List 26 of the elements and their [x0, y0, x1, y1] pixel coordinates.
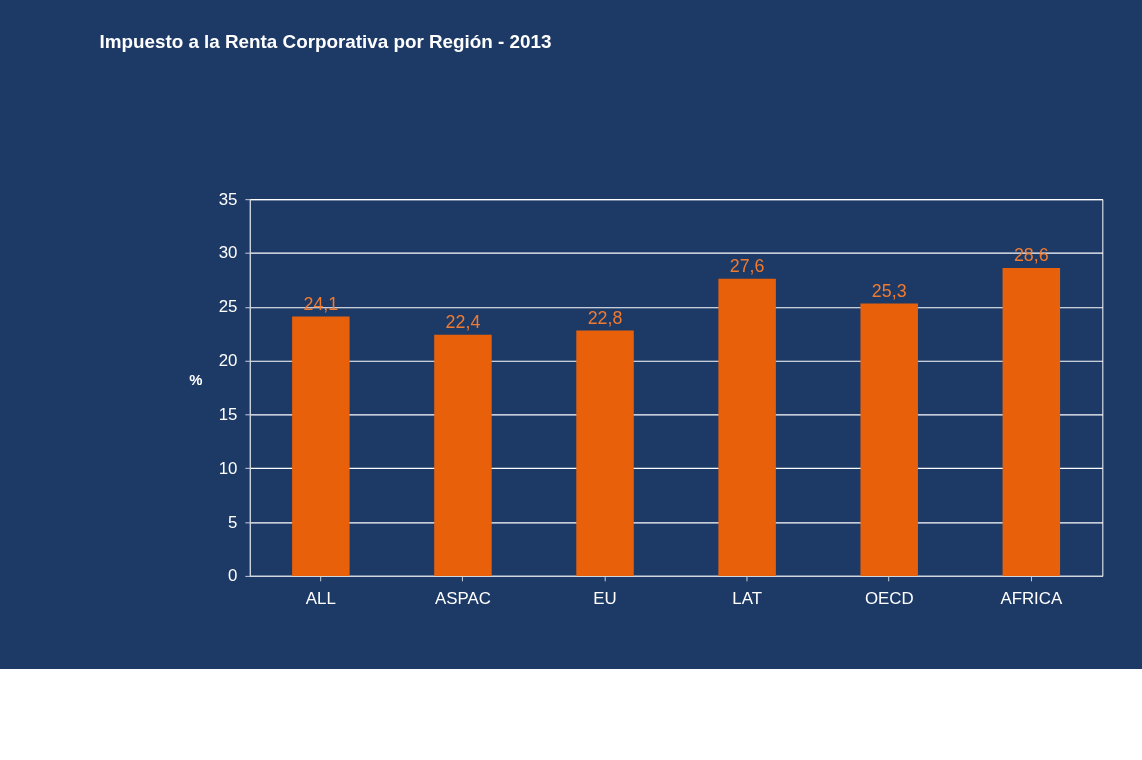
data-label: 25,3 [871, 280, 907, 301]
y-axis-title: % [189, 372, 203, 389]
data-label: 22,8 [587, 307, 623, 328]
x-tick-label: ALL [305, 589, 336, 609]
y-tick-label: 20 [218, 351, 238, 371]
x-tick-label: ASPAC [435, 589, 491, 609]
bar [860, 303, 918, 576]
chart-title: Impuesto a la Renta Corporativa por Región - 2013 [99, 30, 552, 52]
y-tick-label: 5 [228, 512, 238, 532]
y-tick-label: 35 [218, 189, 238, 209]
x-tick-label: AFRICA [1000, 589, 1063, 609]
bar [1002, 268, 1061, 576]
y-tick-label: 0 [228, 566, 238, 586]
bar [292, 316, 350, 576]
data-label: 22,4 [445, 311, 481, 332]
y-tick-label: 25 [218, 297, 238, 317]
x-tick-label: EU [593, 589, 617, 609]
bar [576, 330, 634, 576]
y-tick-label: 15 [218, 404, 238, 424]
y-tick-label: 30 [218, 243, 238, 263]
x-tick-label: OECD [864, 589, 914, 609]
bar [718, 278, 776, 576]
bar [434, 334, 492, 576]
data-label: 27,6 [729, 255, 765, 276]
y-tick-label: 10 [218, 458, 238, 478]
x-tick-label: LAT [732, 589, 762, 609]
